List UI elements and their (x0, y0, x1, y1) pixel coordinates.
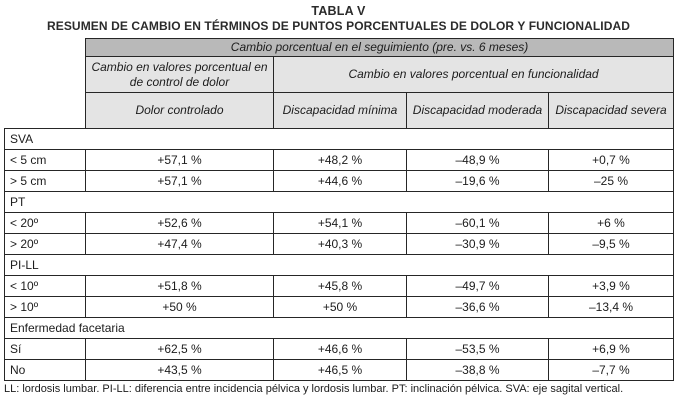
section-row-sva: SVA (4, 128, 674, 150)
value-cell: +50 % (273, 296, 407, 318)
value-cell: +57,1 % (85, 170, 274, 192)
section-row-pill: PI-LL (4, 254, 674, 276)
section-row-pt: PT (4, 191, 674, 213)
value-cell: +57,1 % (85, 149, 274, 171)
value-cell: –38,8 % (406, 359, 549, 381)
row-label-cell: > 5 cm (4, 170, 86, 192)
value-cell: –7,7 % (548, 359, 674, 381)
value-cell: –60,1 % (406, 212, 549, 234)
section-label: SVA (4, 128, 674, 150)
value-cell: –48,9 % (406, 149, 549, 171)
value-cell: –53,5 % (406, 338, 549, 360)
table-row: > 10º +50 % +50 % –36,6 % –13,4 % (4, 296, 674, 318)
table-number-title: TABLA V (311, 4, 366, 18)
value-cell: –19,6 % (406, 170, 549, 192)
table-footnote: LL: lordosis lumbar. PI-LL: diferencia e… (4, 383, 624, 395)
value-cell: –25 % (548, 170, 674, 192)
table-row: > 20º +47,4 % +40,3 % –30,9 % –9,5 % (4, 233, 674, 255)
section-label: PT (4, 191, 674, 213)
row-label-cell: > 20º (4, 233, 86, 255)
value-cell: +47,4 % (85, 233, 274, 255)
value-cell: +44,6 % (273, 170, 407, 192)
table-subtitle: RESUMEN DE CAMBIO EN TÉRMINOS DE PUNTOS … (46, 19, 631, 33)
header-group-function-cell: Cambio en valores porcentual en funciona… (272, 56, 675, 93)
header-row-groups: Cambio en valores porcentual en de contr… (85, 56, 675, 93)
table-row: Sí +62,5 % +46,6 % –53,5 % +6,9 % (4, 338, 674, 360)
value-cell: +3,9 % (548, 275, 674, 297)
row-label-cell: Sí (4, 338, 86, 360)
column-header-discapacidad-moderada: Discapacidad moderada (406, 92, 549, 129)
column-header-discapacidad-minima: Discapacidad mínima (273, 92, 407, 129)
value-cell: +6,9 % (548, 338, 674, 360)
header-followup-span-cell: Cambio porcentual en el seguimiento (pre… (84, 38, 675, 57)
column-header-discapacidad-severa: Discapacidad severa (547, 92, 675, 129)
value-cell: +40,3 % (273, 233, 407, 255)
row-label-cell: No (4, 359, 86, 381)
value-cell: –49,7 % (406, 275, 549, 297)
section-label: Enfermedad facetaria (4, 317, 674, 339)
value-cell: +52,6 % (85, 212, 274, 234)
row-label-cell: < 20º (4, 212, 86, 234)
value-cell: –36,6 % (406, 296, 549, 318)
header-row-columns: Dolor controlado Discapacidad mínima Dis… (85, 92, 675, 129)
value-cell: +0,7 % (548, 149, 674, 171)
row-label-cell: > 10º (4, 296, 86, 318)
table-row: No +43,5 % +46,5 % –38,8 % –7,7 % (4, 359, 674, 381)
table-row: < 10º +51,8 % +45,8 % –49,7 % +3,9 % (4, 275, 674, 297)
value-cell: +54,1 % (273, 212, 407, 234)
value-cell: +43,5 % (85, 359, 274, 381)
value-cell: +51,8 % (85, 275, 274, 297)
value-cell: +46,6 % (273, 338, 407, 360)
table-row: < 5 cm +57,1 % +48,2 % –48,9 % +0,7 % (4, 149, 674, 171)
value-cell: –13,4 % (548, 296, 674, 318)
value-cell: +48,2 % (273, 149, 407, 171)
value-cell: +62,5 % (85, 338, 274, 360)
column-header-dolor-controlado: Dolor controlado (85, 92, 274, 129)
row-label-cell: < 10º (4, 275, 86, 297)
value-cell: +45,8 % (273, 275, 407, 297)
value-cell: +6 % (548, 212, 674, 234)
section-label: PI-LL (4, 254, 674, 276)
row-label-cell: < 5 cm (4, 149, 86, 171)
header-row-followup: Cambio porcentual en el seguimiento (pre… (84, 38, 675, 57)
header-group-pain-cell: Cambio en valores porcentual en de contr… (85, 56, 274, 93)
section-row-facetaria: Enfermedad facetaria (4, 317, 674, 339)
header-table: Cambio porcentual en el seguimiento (pre… (84, 38, 675, 129)
value-cell: +50 % (85, 296, 274, 318)
table-row: > 5 cm +57,1 % +44,6 % –19,6 % –25 % (4, 170, 674, 192)
value-cell: –30,9 % (406, 233, 549, 255)
data-table: SVA < 5 cm +57,1 % +48,2 % –48,9 % +0,7 … (4, 128, 674, 381)
value-cell: +46,5 % (273, 359, 407, 381)
value-cell: –9,5 % (548, 233, 674, 255)
table-row: < 20º +52,6 % +54,1 % –60,1 % +6 % (4, 212, 674, 234)
